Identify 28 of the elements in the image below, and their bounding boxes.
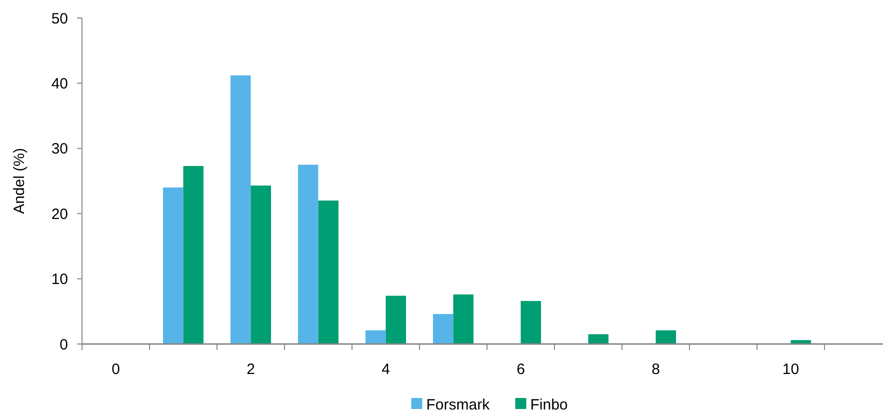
bar bbox=[656, 330, 676, 344]
bar bbox=[433, 314, 454, 344]
y-tick-label: 40 bbox=[51, 75, 68, 92]
bar bbox=[520, 300, 541, 344]
y-axis-title: Andel (%) bbox=[11, 148, 28, 214]
bar bbox=[230, 75, 251, 344]
x-tick-label: 10 bbox=[782, 361, 800, 378]
bar bbox=[183, 166, 204, 344]
bar bbox=[298, 164, 318, 344]
legend-label: Finbo bbox=[530, 396, 568, 414]
x-tick-label: 2 bbox=[246, 361, 255, 378]
bar bbox=[250, 186, 271, 344]
bar bbox=[453, 294, 474, 344]
x-tick-label: 0 bbox=[112, 361, 120, 378]
legend-label: Forsmark bbox=[426, 396, 490, 414]
y-tick-label: 10 bbox=[51, 271, 68, 288]
bar bbox=[318, 200, 338, 344]
x-tick-label: 8 bbox=[652, 361, 660, 378]
y-tick-label: 50 bbox=[51, 10, 68, 28]
bar bbox=[163, 188, 184, 344]
bar bbox=[386, 296, 406, 344]
y-tick-label: 0 bbox=[60, 336, 68, 354]
x-tick-label: 4 bbox=[382, 361, 390, 378]
y-tick-label: 30 bbox=[51, 140, 68, 158]
y-tick-label: 20 bbox=[51, 206, 68, 223]
x-tick-label: 6 bbox=[516, 361, 525, 378]
bar bbox=[366, 330, 386, 344]
bar bbox=[588, 334, 608, 344]
